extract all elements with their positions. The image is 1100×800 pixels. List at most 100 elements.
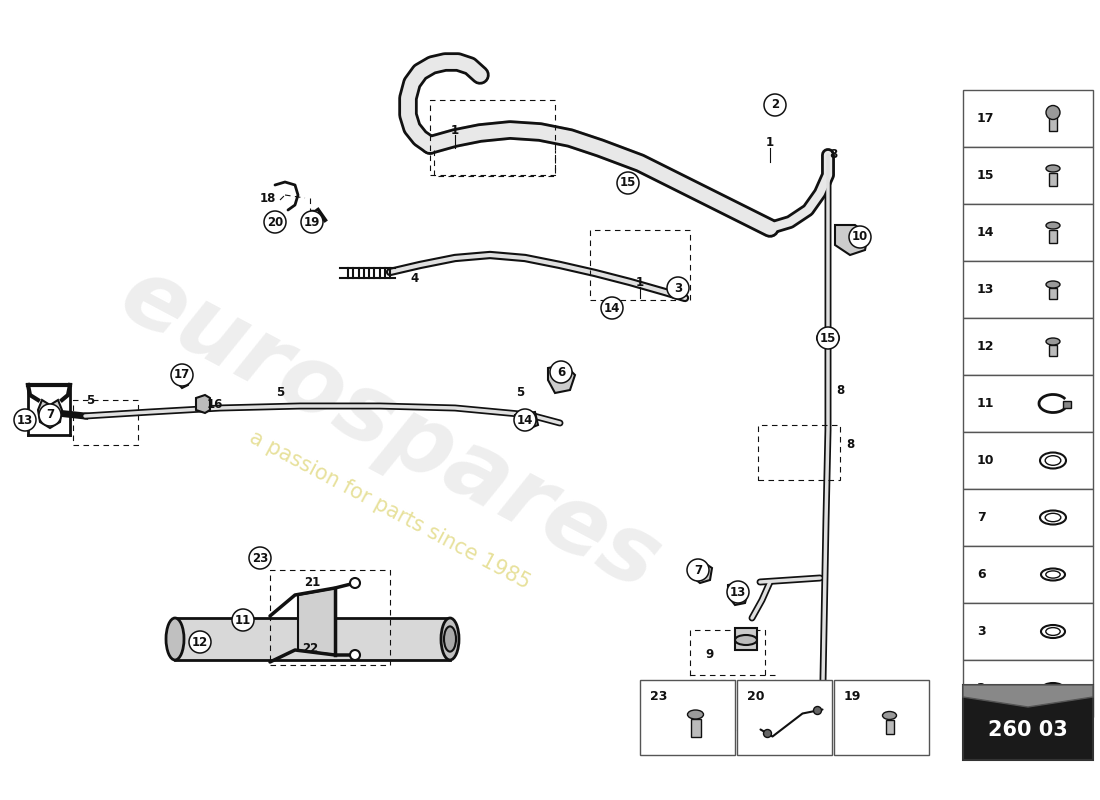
Ellipse shape [735,635,757,645]
Text: 14: 14 [604,302,620,314]
Text: 17: 17 [977,112,994,125]
Text: 8: 8 [846,438,854,451]
Bar [962,90,1093,147]
Bar [1049,230,1057,242]
Text: 11: 11 [235,614,251,626]
Text: 2: 2 [977,682,986,695]
Circle shape [849,226,871,248]
Ellipse shape [688,710,704,719]
Text: 12: 12 [977,340,994,353]
Text: 7: 7 [46,409,54,422]
Bar [1049,345,1057,355]
Circle shape [617,172,639,194]
Ellipse shape [882,711,896,719]
Bar [737,680,832,755]
Bar [690,630,764,680]
Text: 22: 22 [301,642,318,654]
Bar [758,425,840,480]
Bar [886,719,893,734]
Bar [962,375,1093,432]
Bar [691,718,701,737]
Ellipse shape [1046,222,1060,229]
Text: 23: 23 [252,551,268,565]
Ellipse shape [166,618,184,660]
Text: 15: 15 [820,331,836,345]
Text: 5: 5 [86,394,95,406]
Bar [1049,287,1057,298]
Ellipse shape [444,626,456,651]
Bar [270,570,390,665]
Bar [175,618,450,660]
Text: 18: 18 [260,191,276,205]
Polygon shape [548,365,575,393]
Text: 17: 17 [174,369,190,382]
Text: 5: 5 [276,386,284,399]
Bar [962,685,1093,760]
Polygon shape [962,685,1093,707]
Polygon shape [728,583,748,605]
Ellipse shape [1046,338,1060,345]
Polygon shape [175,368,190,388]
Bar [962,489,1093,546]
Text: 1: 1 [451,123,459,137]
Circle shape [817,327,839,349]
Text: 7: 7 [694,563,702,577]
Circle shape [667,277,689,299]
Bar [310,210,318,220]
Ellipse shape [441,618,459,660]
Text: 8: 8 [836,383,844,397]
Text: 8: 8 [829,149,837,162]
Text: 2: 2 [771,98,779,111]
Text: 1: 1 [636,275,645,289]
Circle shape [727,581,749,603]
Text: 20: 20 [267,215,283,229]
Circle shape [550,361,572,383]
Bar [962,432,1093,489]
Text: 15: 15 [977,169,994,182]
Bar [590,230,690,300]
Text: 14: 14 [977,226,994,239]
Text: 15: 15 [619,177,636,190]
Bar [1049,173,1057,186]
Text: 3: 3 [977,625,986,638]
Bar [1049,117,1057,130]
Text: 5: 5 [516,386,524,399]
Bar [430,100,556,175]
Text: 21: 21 [304,577,320,590]
Text: 19: 19 [304,215,320,229]
Circle shape [688,559,710,581]
Circle shape [601,297,623,319]
Circle shape [170,364,192,386]
Bar [1063,401,1071,407]
Circle shape [45,409,53,417]
Text: 16: 16 [207,398,223,411]
Polygon shape [835,225,868,255]
Bar [640,680,735,755]
Text: 14: 14 [517,414,534,426]
Polygon shape [690,560,712,583]
Ellipse shape [817,331,839,345]
Text: 6: 6 [557,366,565,378]
Circle shape [249,547,271,569]
Circle shape [232,609,254,631]
Circle shape [350,650,360,660]
Circle shape [764,94,786,116]
Bar [735,628,757,650]
Text: 19: 19 [844,690,861,703]
Bar [962,147,1093,204]
Circle shape [350,578,360,588]
Bar [962,204,1093,261]
Bar [962,660,1093,717]
Polygon shape [298,588,336,655]
Polygon shape [515,412,538,430]
Text: 13: 13 [977,283,994,296]
Text: 13: 13 [730,586,746,598]
Text: 6: 6 [977,568,986,581]
Bar [962,261,1093,318]
Text: eurospares: eurospares [104,249,675,611]
Circle shape [763,730,771,738]
Text: 10: 10 [851,230,868,243]
Text: 10: 10 [977,454,994,467]
Bar [73,400,138,445]
Bar [834,680,929,755]
